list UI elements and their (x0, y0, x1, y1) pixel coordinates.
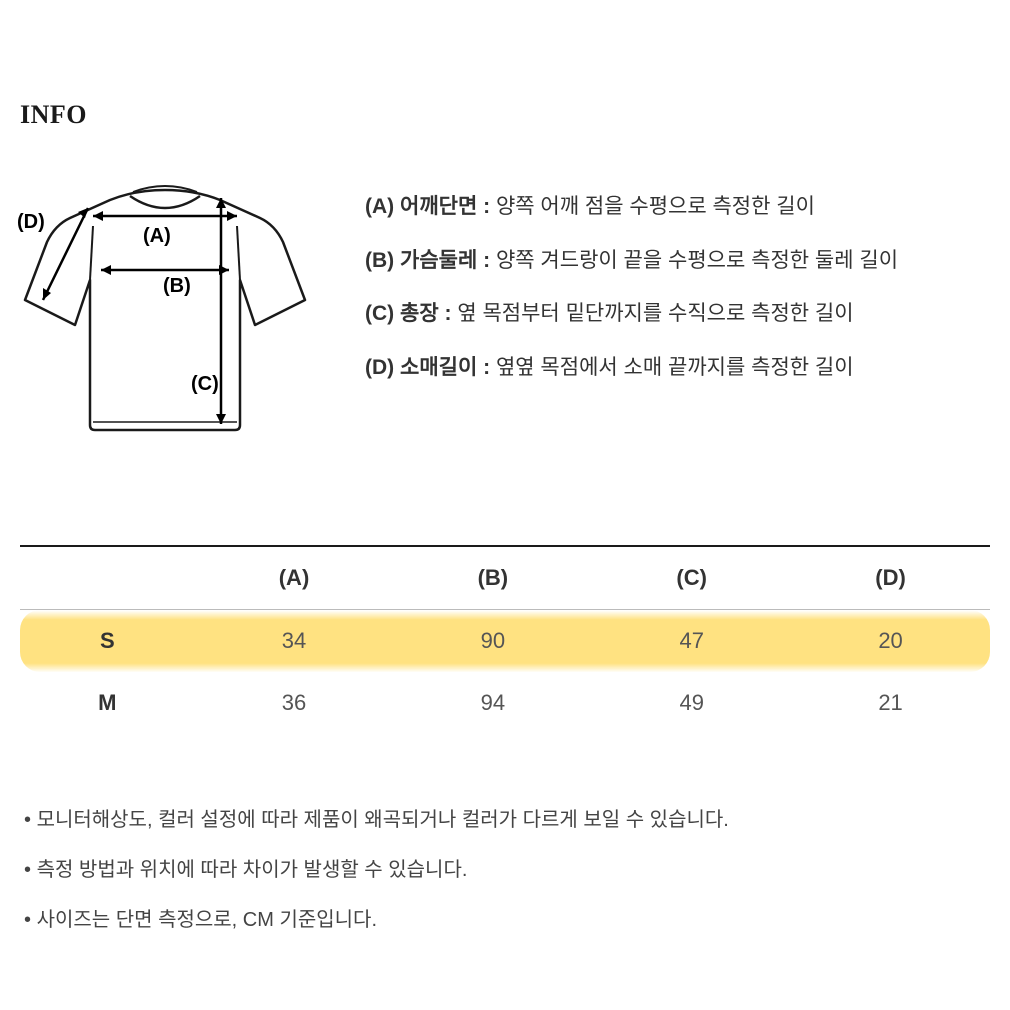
definition-d: (D) 소매길이 : 옆옆 목점에서 소매 끝까지를 측정한 길이 (365, 351, 990, 385)
definition-a: (A) 어깨단면 : 양쪽 어깨 점을 수평으로 측정한 길이 (365, 190, 990, 224)
note-line: • 측정 방법과 위치에 따라 차이가 발생할 수 있습니다. (24, 854, 990, 886)
diagram-label-c: (C) (191, 373, 219, 395)
note-line: • 모니터해상도, 컬러 설정에 따라 제품이 왜곡되거나 컬러가 다르게 보일… (24, 804, 990, 836)
def-desc: 옆옆 목점에서 소매 끝까지를 측정한 길이 (496, 356, 854, 379)
def-name: 어깨단면 (400, 195, 477, 218)
definitions-list: (A) 어깨단면 : 양쪽 어깨 점을 수평으로 측정한 길이 (B) 가슴둘레… (365, 170, 990, 404)
table-header-blank (20, 546, 195, 610)
size-value: 47 (592, 610, 791, 673)
note-text: 모니터해상도, 컬러 설정에 따라 제품이 왜곡되거나 컬러가 다르게 보일 수… (37, 809, 729, 831)
def-desc: 양쪽 어깨 점을 수평으로 측정한 길이 (496, 195, 815, 218)
size-label: M (20, 672, 195, 734)
size-value: 21 (791, 672, 990, 734)
definition-b: (B) 가슴둘레 : 양쪽 겨드랑이 끝을 수평으로 측정한 둘레 길이 (365, 244, 990, 278)
table-row-m: M 36 94 49 21 (20, 672, 990, 734)
size-value: 34 (195, 610, 394, 673)
size-value: 94 (393, 672, 592, 734)
size-value: 90 (393, 610, 592, 673)
table-header-c: (C) (592, 546, 791, 610)
def-desc: 옆 목점부터 밑단까지를 수직으로 측정한 길이 (457, 302, 853, 325)
def-key: (B) (365, 249, 394, 272)
section-heading: INFO (20, 100, 990, 130)
size-label: S (20, 610, 195, 673)
size-value: 20 (791, 610, 990, 673)
size-table: (A) (B) (C) (D) S 34 90 47 20 M 36 94 49… (20, 545, 990, 734)
info-row: (A) (B) (C) (D) (A) 어깨단면 : 양쪽 어깨 점을 수평으로… (20, 170, 990, 455)
tshirt-diagram: (A) (B) (C) (D) (15, 170, 315, 455)
def-key: (C) (365, 302, 394, 325)
def-desc: 양쪽 겨드랑이 끝을 수평으로 측정한 둘레 길이 (496, 249, 898, 272)
table-header-a: (A) (195, 546, 394, 610)
note-text: 사이즈는 단면 측정으로, CM 기준입니다. (37, 909, 377, 931)
def-name: 가슴둘레 (400, 249, 477, 272)
diagram-label-a: (A) (143, 225, 171, 247)
table-header-b: (B) (393, 546, 592, 610)
table-header-d: (D) (791, 546, 990, 610)
def-name: 소매길이 (400, 356, 477, 379)
def-name: 총장 (400, 302, 439, 325)
note-text: 측정 방법과 위치에 따라 차이가 발생할 수 있습니다. (37, 859, 468, 881)
table-row-s: S 34 90 47 20 (20, 610, 990, 673)
notes-list: • 모니터해상도, 컬러 설정에 따라 제품이 왜곡되거나 컬러가 다르게 보일… (20, 804, 990, 936)
size-value: 49 (592, 672, 791, 734)
definition-c: (C) 총장 : 옆 목점부터 밑단까지를 수직으로 측정한 길이 (365, 297, 990, 331)
size-value: 36 (195, 672, 394, 734)
def-key: (D) (365, 356, 394, 379)
diagram-label-d: (D) (17, 211, 45, 233)
note-line: • 사이즈는 단면 측정으로, CM 기준입니다. (24, 904, 990, 936)
diagram-label-b: (B) (163, 275, 191, 297)
def-key: (A) (365, 195, 394, 218)
table-header-row: (A) (B) (C) (D) (20, 546, 990, 610)
